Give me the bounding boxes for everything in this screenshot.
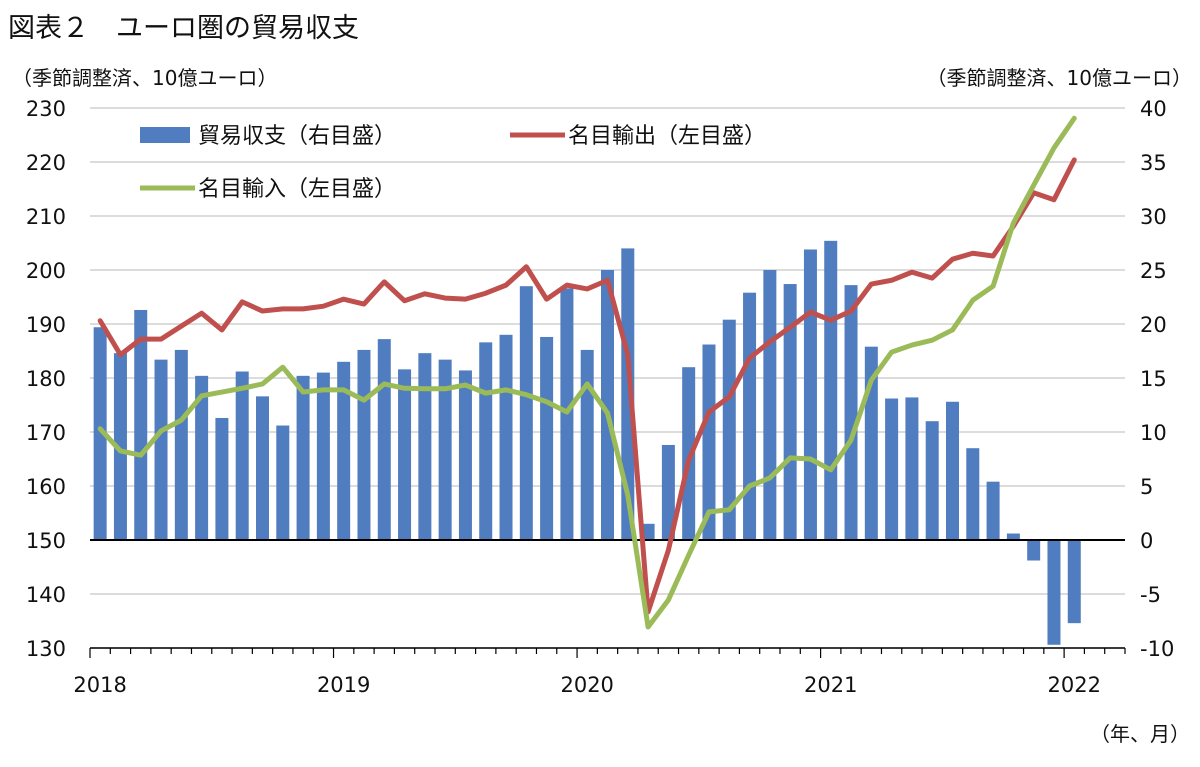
right-tick-label: 35 <box>1140 151 1167 175</box>
left-tick-label: 140 <box>26 583 66 607</box>
bar-trade-balance <box>783 284 797 540</box>
bar-trade-balance <box>195 375 209 540</box>
bar-trade-balance <box>134 309 148 540</box>
right-tick-label: 0 <box>1140 529 1153 553</box>
chart-title: 図表２ ユーロ圏の貿易収支 <box>8 13 359 44</box>
x-tick-label: 2021 <box>804 673 857 697</box>
bar-trade-balance <box>803 249 817 541</box>
bar-trade-balance <box>763 270 777 540</box>
bar-trade-balance <box>215 417 229 540</box>
right-tick-label: 10 <box>1140 421 1167 445</box>
bar-trade-balance <box>174 349 188 540</box>
bar-trade-balance <box>661 444 675 540</box>
bar-trade-balance <box>418 353 432 540</box>
bar-trade-balance <box>1006 533 1020 540</box>
bar-trade-balance <box>93 327 107 540</box>
bar-trade-balance <box>1027 540 1041 561</box>
bar-trade-balance <box>1067 540 1081 624</box>
bar-trade-balance <box>438 359 452 540</box>
bar-trade-balance <box>946 401 959 540</box>
bar-trade-balance <box>499 334 513 540</box>
right-tick-label: -10 <box>1140 637 1174 661</box>
bar-trade-balance <box>519 286 533 540</box>
left-tick-label: 190 <box>26 313 66 337</box>
bar-trade-balance <box>925 421 939 540</box>
right-tick-label: 15 <box>1140 367 1167 391</box>
x-axis-unit: （年、月） <box>1090 722 1190 746</box>
bar-trade-balance <box>276 425 290 540</box>
line-nominal-imports <box>97 115 1077 630</box>
x-tick-label: 2019 <box>317 673 370 697</box>
bar-trade-balance <box>113 353 127 540</box>
bar-trade-balance <box>844 285 858 540</box>
x-tick-label: 2020 <box>560 673 613 697</box>
bar-trade-balance <box>722 319 736 540</box>
left-tick-label: 230 <box>26 97 66 121</box>
bar-trade-balance <box>743 292 757 540</box>
bar-trade-balance <box>357 349 371 540</box>
bar-trade-balance <box>316 372 330 540</box>
bar-trade-balance <box>986 481 1000 540</box>
left-tick-label: 220 <box>26 151 66 175</box>
line-nominal-exports <box>97 157 1077 615</box>
left-tick-label: 180 <box>26 367 66 391</box>
bar-trade-balance <box>641 523 655 540</box>
bar-trade-balance <box>601 270 614 540</box>
right-axis-unit: （季節調整済、10億ユーロ） <box>926 66 1192 90</box>
left-tick-label: 210 <box>26 205 66 229</box>
bar-trade-balance <box>235 371 249 540</box>
x-tick-label: 2018 <box>73 673 126 697</box>
legend-label: 名目輸出（左目盛） <box>568 124 766 149</box>
bar-trade-balance <box>682 367 696 540</box>
bar-trade-balance <box>479 342 493 540</box>
bar-trade-balance <box>296 375 310 540</box>
bar-trade-balance <box>256 396 269 540</box>
right-tick-label: -5 <box>1140 583 1161 607</box>
left-tick-label: 160 <box>26 475 66 499</box>
bar-trade-balance <box>621 248 635 540</box>
legend-swatch-bar <box>140 127 190 143</box>
right-tick-label: 30 <box>1140 205 1167 229</box>
left-tick-label: 170 <box>26 421 66 445</box>
bar-trade-balance <box>885 398 899 540</box>
bar-trade-balance <box>824 240 838 540</box>
bar-trade-balance <box>458 370 472 540</box>
bar-trade-balance <box>580 349 594 540</box>
bar-trade-balance <box>154 359 168 540</box>
x-tick-label: 2022 <box>1048 673 1101 697</box>
bar-trade-balance <box>540 336 554 540</box>
bar-trade-balance <box>1047 540 1061 645</box>
bar-trade-balance <box>905 397 919 540</box>
left-axis-unit: （季節調整済、10億ユーロ） <box>12 66 278 90</box>
left-tick-label: 130 <box>26 637 66 661</box>
right-tick-label: 40 <box>1140 97 1167 121</box>
bar-trade-balance <box>702 344 716 540</box>
bar-trade-balance <box>398 369 412 540</box>
left-tick-label: 200 <box>26 259 66 283</box>
right-tick-label: 5 <box>1140 475 1153 499</box>
right-tick-label: 20 <box>1140 313 1167 337</box>
bar-trade-balance <box>966 448 980 540</box>
left-tick-label: 150 <box>26 529 66 553</box>
bar-trade-balance <box>377 339 391 540</box>
legend-label: 名目輸入（左目盛） <box>198 177 396 202</box>
right-tick-label: 25 <box>1140 259 1167 283</box>
bar-trade-balance <box>337 361 351 540</box>
legend-label: 貿易収支（右目盛） <box>198 124 396 149</box>
